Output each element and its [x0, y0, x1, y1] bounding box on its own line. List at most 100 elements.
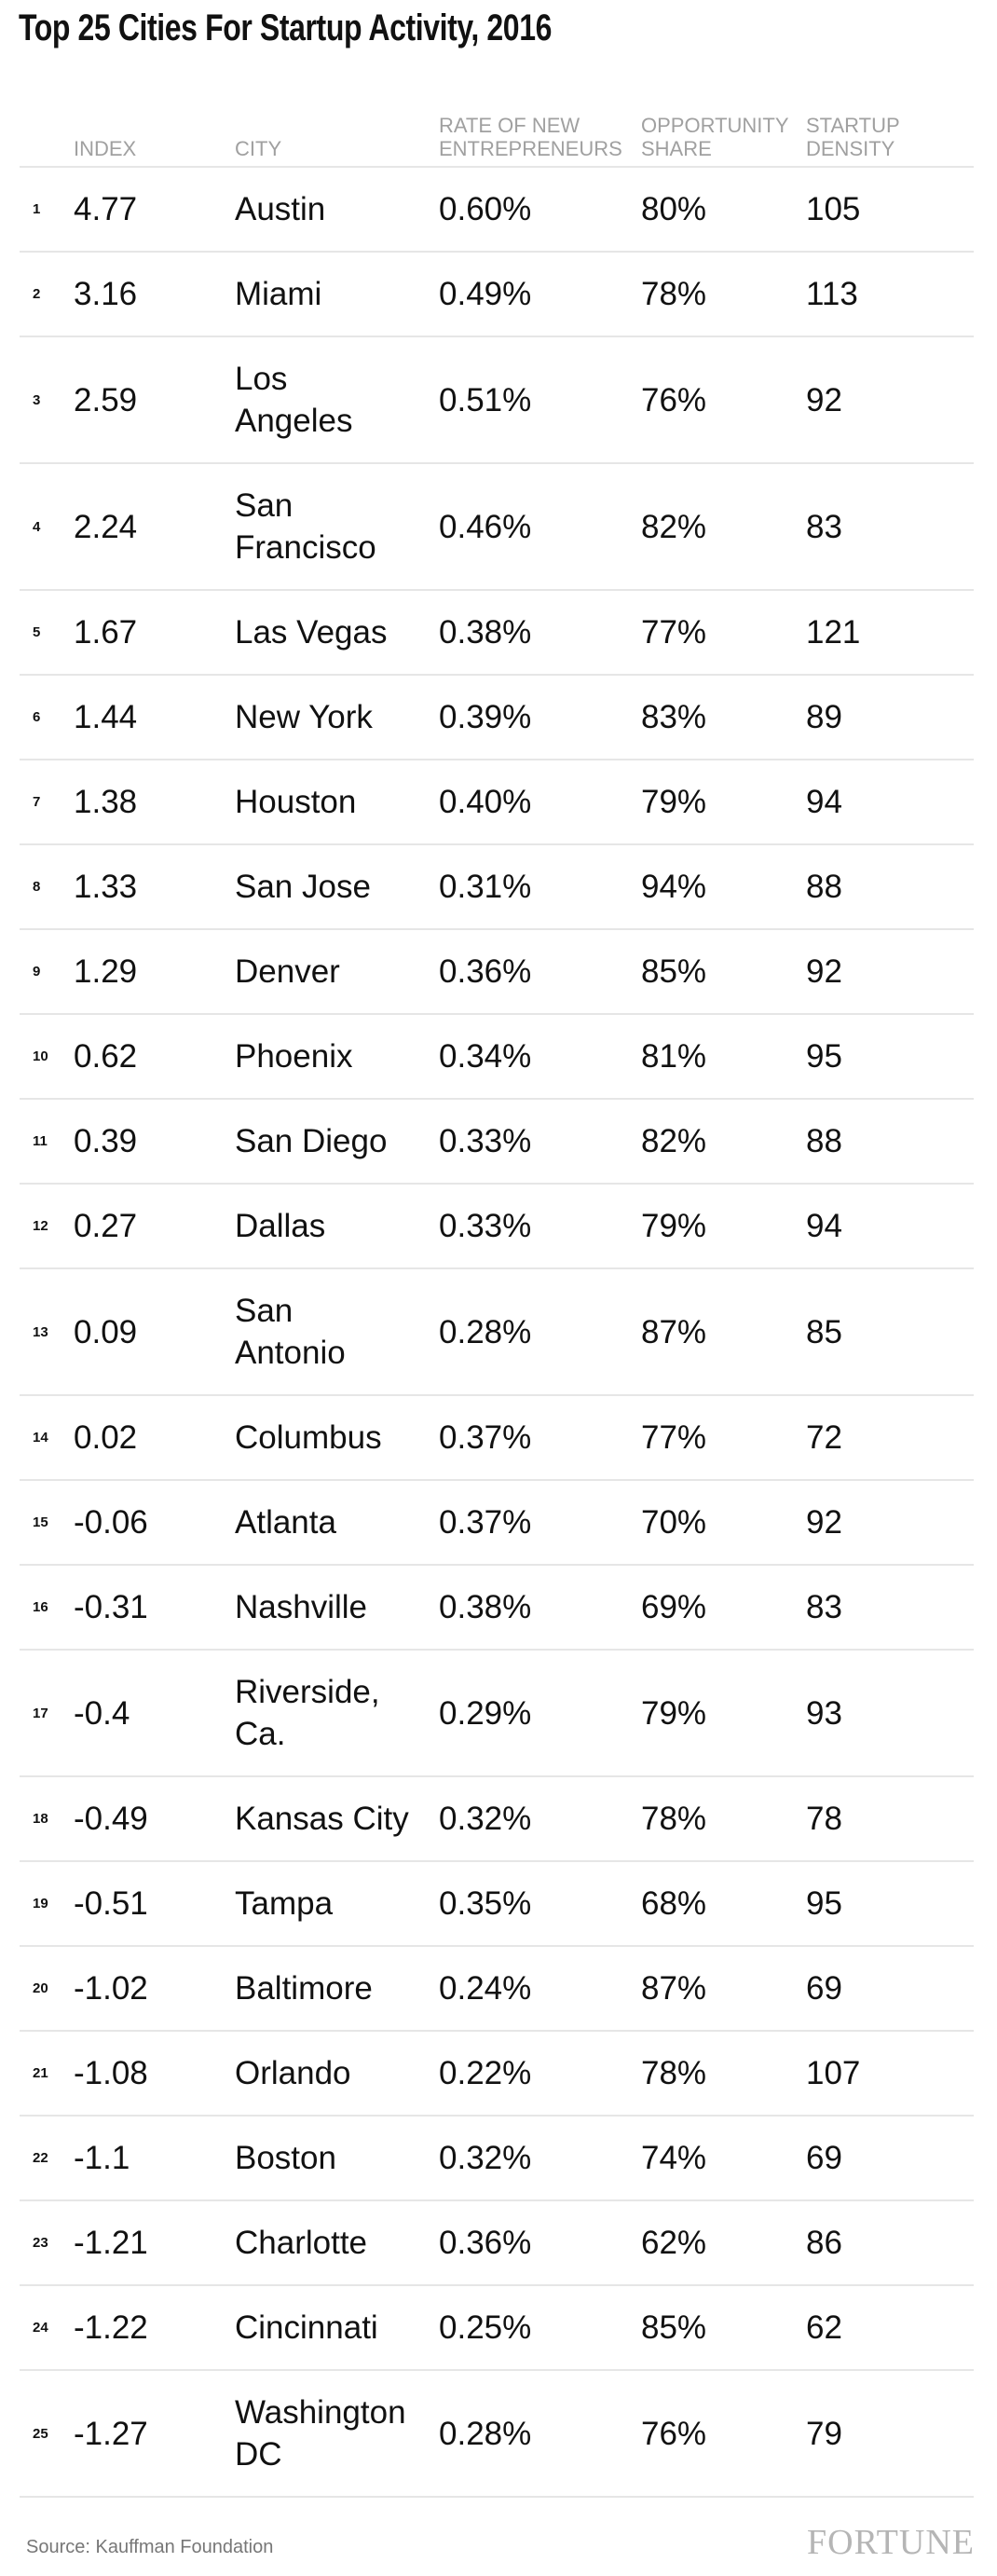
rate-of-new-entrepreneurs: 0.46% [439, 508, 532, 545]
rate-of-new-entrepreneurs: 0.33% [439, 1123, 532, 1159]
city: Washington DC [235, 2371, 406, 2496]
city-line: Charlotte [235, 2225, 368, 2261]
index-value: 1.33 [74, 869, 138, 905]
startup-density: 79 [806, 2415, 842, 2452]
startup-density: 86 [806, 2225, 842, 2261]
city-line: Riverside, [235, 1674, 380, 1710]
opportunity-share: 79% [641, 1208, 707, 1244]
opportunity-share: 77% [641, 614, 707, 651]
index-value: 2.59 [74, 381, 138, 418]
city: New York [235, 676, 373, 759]
city: Kansas City [235, 1777, 409, 1860]
rank: 3 [33, 391, 41, 408]
city-line: Washington [235, 2394, 406, 2431]
opportunity-share: 78% [641, 2055, 707, 2091]
rate-of-new-entrepreneurs: 0.33% [439, 1208, 532, 1244]
index-value: 1.67 [74, 614, 138, 651]
table-row: 22 -1.1 Boston 0.32% 74% 69 [20, 2117, 974, 2201]
rank: 4 [33, 518, 41, 535]
rank: 8 [33, 879, 41, 895]
rank: 15 [33, 1514, 48, 1530]
table-row: 10 0.62 Phoenix 0.34% 81% 95 [20, 1015, 974, 1100]
rank: 19 [33, 1896, 48, 1911]
table-row: 8 1.33 San Jose 0.31% 94% 88 [20, 845, 974, 930]
city-line: Cincinnati [235, 2309, 378, 2346]
startup-density: 83 [806, 1589, 842, 1625]
rate-of-new-entrepreneurs: 0.36% [439, 2225, 532, 2261]
rate-of-new-entrepreneurs: 0.22% [439, 2055, 532, 2091]
city: Las Vegas [235, 591, 387, 674]
rank: 24 [33, 2320, 48, 2336]
startup-density: 88 [806, 1123, 842, 1159]
column-header: STARTUP DENSITY [806, 114, 900, 160]
index-value: 1.38 [74, 784, 138, 820]
startup-density: 69 [806, 1970, 842, 2007]
city-line: Nashville [235, 1589, 367, 1625]
startup-density: 105 [806, 191, 861, 227]
rate-of-new-entrepreneurs: 0.34% [439, 1038, 532, 1075]
table-row: 3 2.59 Los Angeles 0.51% 76% 92 [20, 337, 974, 464]
opportunity-share: 82% [641, 508, 707, 545]
startup-density: 62 [806, 2309, 842, 2346]
column-header: INDEX [74, 137, 136, 160]
city: Orlando [235, 2032, 351, 2115]
opportunity-share: 70% [641, 1504, 707, 1541]
city-line: Las Vegas [235, 614, 388, 651]
startup-density: 92 [806, 1504, 842, 1541]
table-row: 13 0.09 San Antonio 0.28% 87% 85 [20, 1269, 974, 1396]
table-row: 21 -1.08 Orlando 0.22% 78% 107 [20, 2032, 974, 2117]
city: Tampa [235, 1862, 333, 1945]
rate-of-new-entrepreneurs: 0.60% [439, 191, 532, 227]
rate-of-new-entrepreneurs: 0.39% [439, 699, 532, 735]
opportunity-share: 69% [641, 1589, 707, 1625]
table-row: 1 4.77 Austin 0.60% 80% 105 [20, 168, 974, 253]
rate-of-new-entrepreneurs: 0.49% [439, 276, 532, 312]
table-row: 18 -0.49 Kansas City 0.32% 78% 78 [20, 1777, 974, 1862]
opportunity-share: 79% [641, 1694, 707, 1732]
opportunity-share: 87% [641, 1313, 707, 1350]
rate-of-new-entrepreneurs: 0.38% [439, 1589, 532, 1625]
column-header-line: INDEX [74, 137, 137, 160]
rank: 12 [33, 1218, 48, 1234]
startup-density: 94 [806, 784, 842, 820]
table-row: 17 -0.4 Riverside, Ca. 0.29% 79% 93 [20, 1651, 974, 1777]
rate-of-new-entrepreneurs: 0.35% [439, 1885, 532, 1922]
table-row: 2 3.16 Miami 0.49% 78% 113 [20, 253, 974, 337]
index-value: 0.39 [74, 1123, 138, 1159]
title: Top 25 Cities For Startup Activity, 2016 [19, 7, 552, 48]
opportunity-share: 87% [641, 1970, 707, 2007]
column-header-line: ENTREPRENEURS [439, 137, 622, 160]
index-value: 1.29 [74, 953, 138, 990]
opportunity-share: 76% [641, 2415, 707, 2452]
index-value: 0.27 [74, 1208, 138, 1244]
rank: 10 [33, 1048, 48, 1064]
city: Riverside, Ca. [235, 1651, 380, 1775]
rate-of-new-entrepreneurs: 0.36% [439, 953, 532, 990]
index-value: 0.09 [74, 1313, 138, 1350]
rate-of-new-entrepreneurs: 0.24% [439, 1970, 532, 2007]
city-line: Columbus [235, 1419, 382, 1456]
rank: 13 [33, 1323, 48, 1340]
opportunity-share: 62% [641, 2225, 707, 2261]
index-value: 0.62 [74, 1038, 138, 1075]
opportunity-share: 77% [641, 1419, 707, 1456]
rate-of-new-entrepreneurs: 0.29% [439, 1694, 532, 1732]
opportunity-share: 78% [641, 1801, 707, 1837]
opportunity-share: 83% [641, 699, 707, 735]
column-header-line: OPPORTUNITY [641, 114, 789, 137]
rank: 7 [33, 794, 41, 810]
city: Boston [235, 2117, 336, 2199]
column-header-line: CITY [235, 137, 282, 160]
rank: 1 [33, 201, 41, 217]
startup-density: 94 [806, 1208, 842, 1244]
startup-density: 89 [806, 699, 842, 735]
rate-of-new-entrepreneurs: 0.37% [439, 1504, 532, 1541]
startup-density: 72 [806, 1419, 842, 1456]
index-value: -0.51 [74, 1885, 148, 1922]
city-line: Atlanta [235, 1504, 336, 1541]
city-line: Antonio [235, 1335, 346, 1371]
startup-density: 83 [806, 508, 842, 545]
startup-density: 113 [806, 276, 858, 312]
rank: 22 [33, 2150, 48, 2166]
table-row: 11 0.39 San Diego 0.33% 82% 88 [20, 1100, 974, 1185]
